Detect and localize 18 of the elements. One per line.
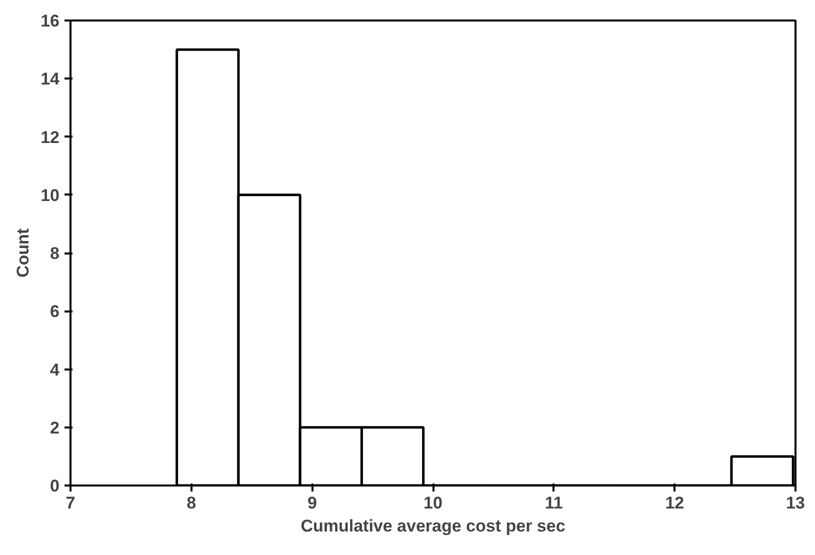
x-tick-label: 8 bbox=[186, 494, 196, 512]
y-tick-label: 4 bbox=[50, 360, 60, 380]
y-tick-label: 6 bbox=[50, 302, 60, 322]
y-tick-label: 8 bbox=[50, 244, 60, 263]
x-tick-label: 11 bbox=[544, 494, 563, 512]
y-tick-label: 12 bbox=[40, 128, 60, 147]
x-tick-label: 7 bbox=[66, 494, 76, 512]
y-tick-label: 14 bbox=[40, 70, 60, 89]
y-tick-label: 10 bbox=[40, 186, 60, 205]
y-axis-title: Count bbox=[14, 228, 33, 278]
x-tick-label: 13 bbox=[786, 494, 805, 512]
y-tick-label: 16 bbox=[40, 12, 60, 30]
y-tick-label: 2 bbox=[50, 418, 60, 438]
x-tick-label: 9 bbox=[307, 494, 317, 512]
x-axis-title: Cumulative average cost per sec bbox=[300, 516, 566, 536]
x-tick-label: 10 bbox=[424, 494, 442, 512]
x-tick-label: 12 bbox=[665, 494, 684, 512]
y-tick-label: 0 bbox=[50, 476, 60, 496]
